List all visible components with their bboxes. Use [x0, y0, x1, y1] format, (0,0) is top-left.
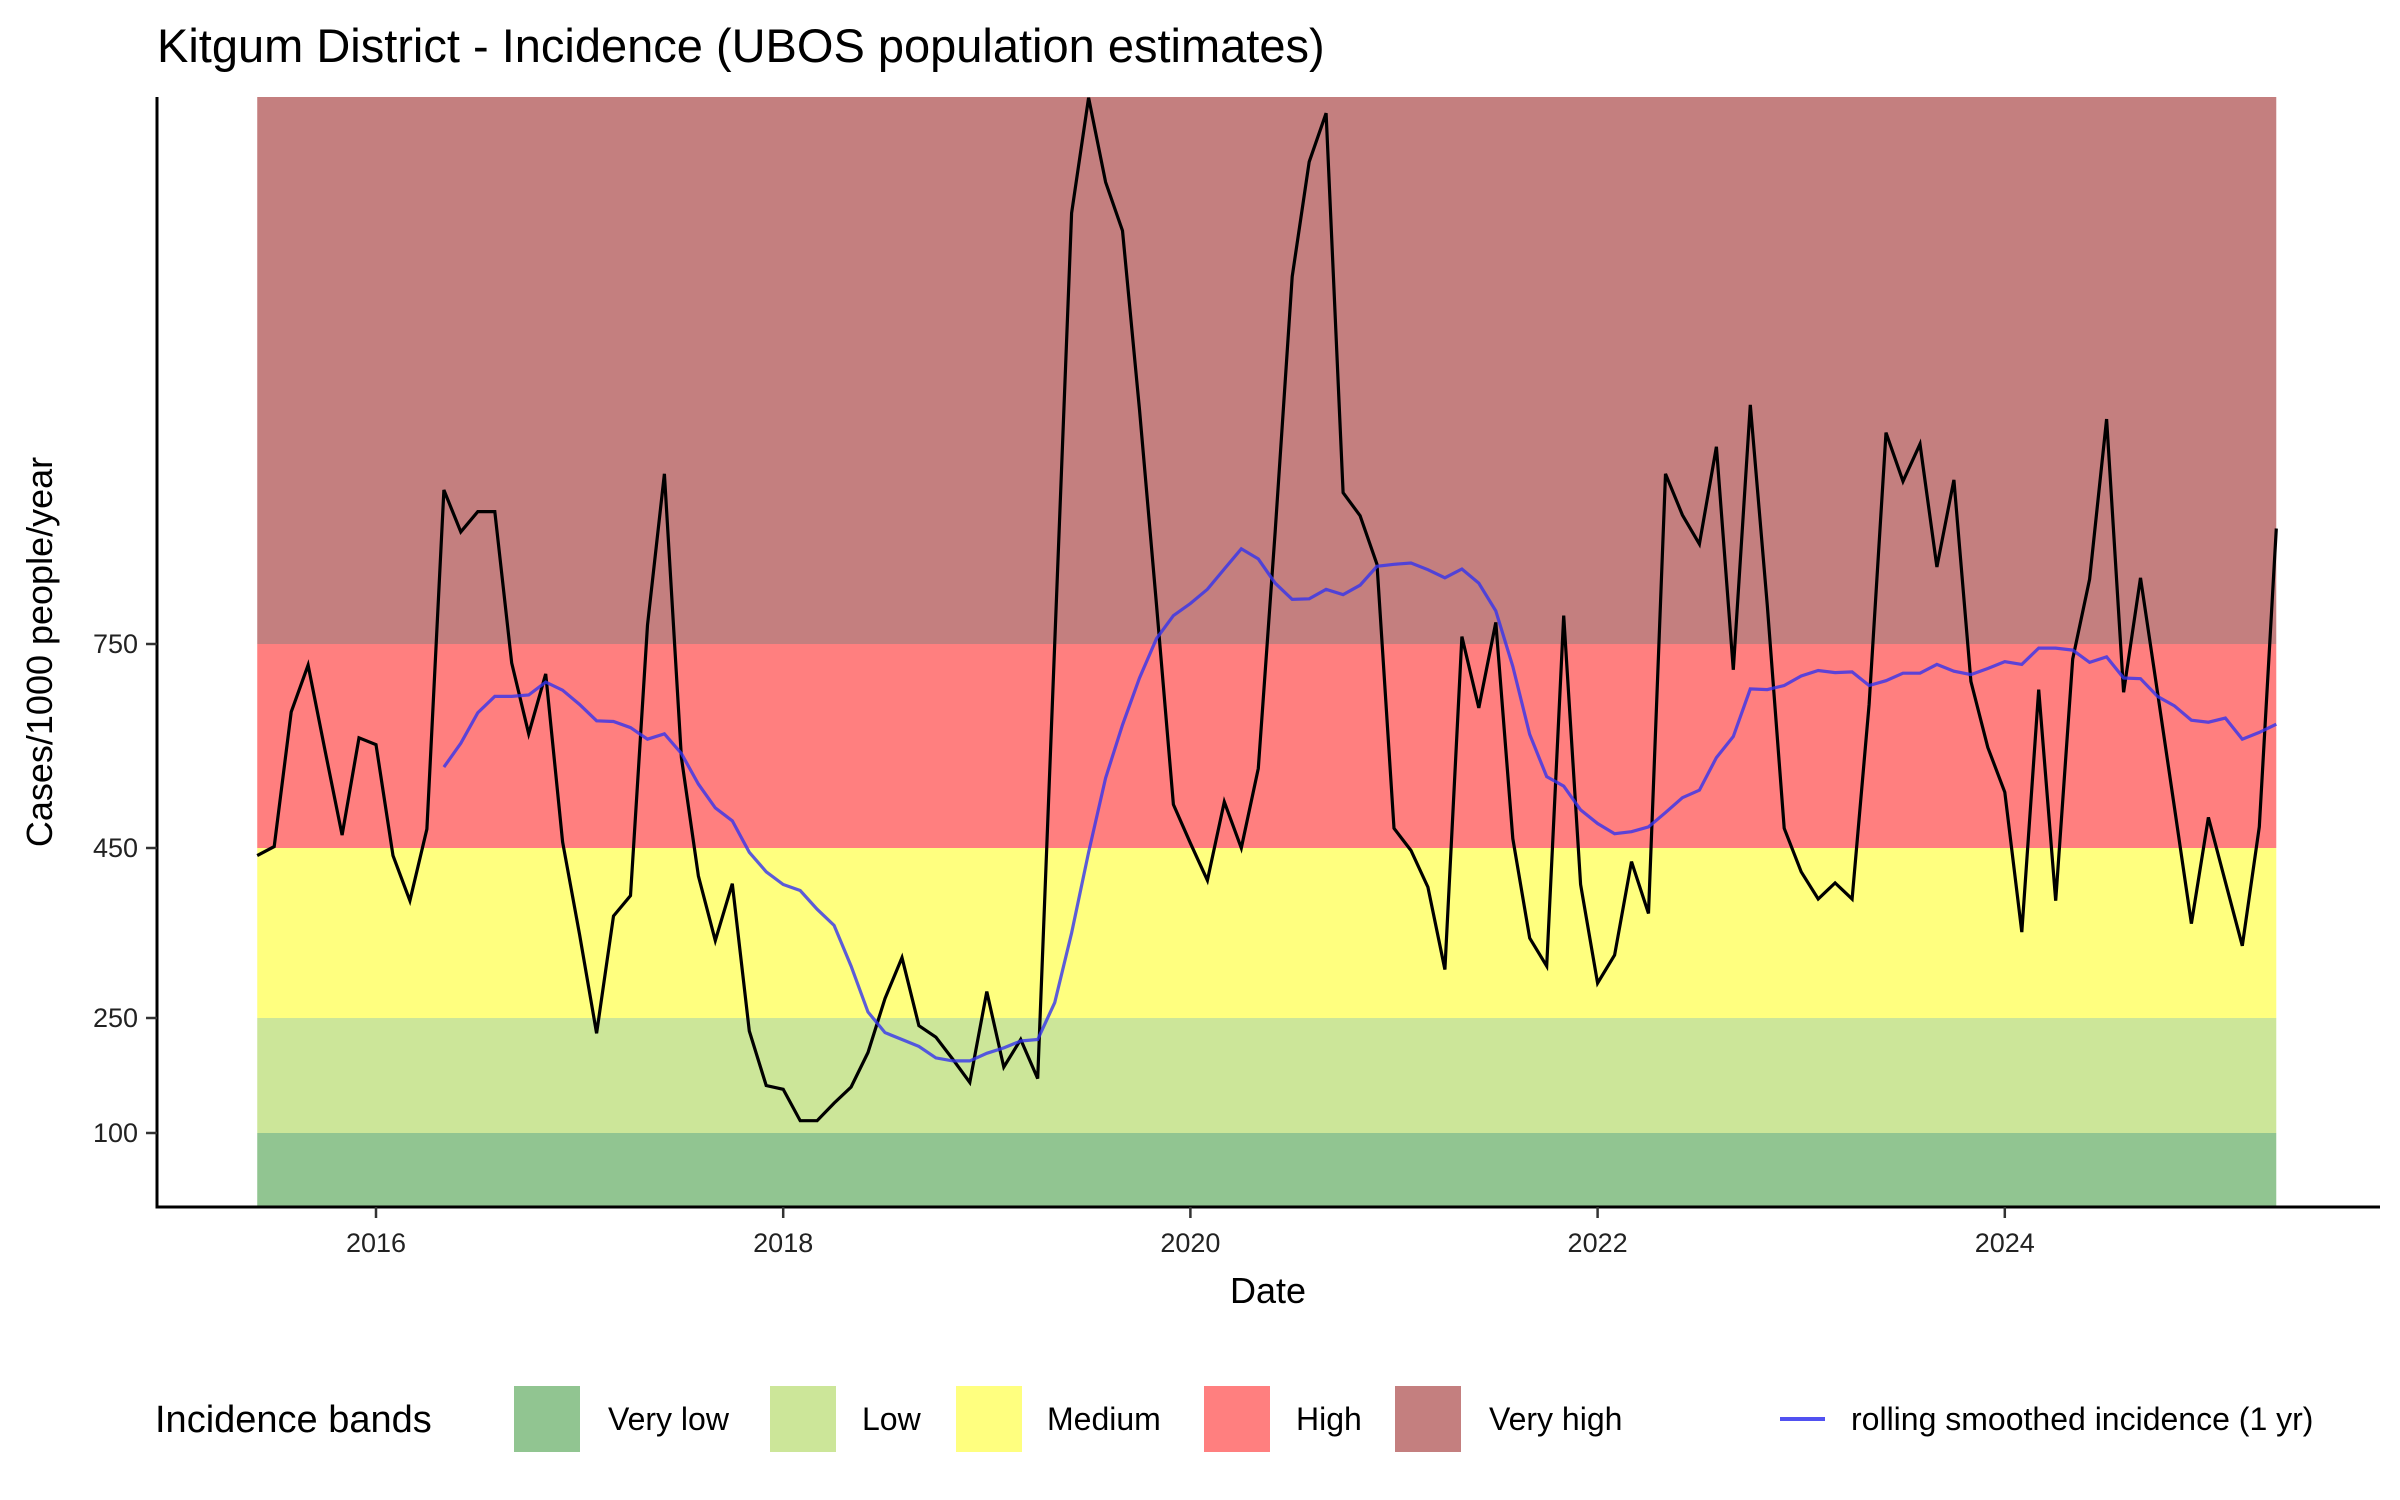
legend-label-very-low: Very low: [608, 1401, 730, 1437]
x-axis-ticks: 2016 2018 2020 2022 2024: [346, 1207, 2035, 1258]
x-tick-label: 2022: [1568, 1228, 1628, 1258]
y-axis-ticks: 100 250 450 750: [93, 629, 157, 1148]
band-low: [257, 1018, 2277, 1133]
legend-label-medium: Medium: [1047, 1401, 1161, 1437]
legend-swatch-high: [1204, 1386, 1270, 1452]
y-axis-title: Cases/1000 people/year: [19, 457, 60, 847]
x-tick-label: 2020: [1160, 1228, 1220, 1258]
y-tick-label: 100: [93, 1118, 138, 1148]
legend-swatch-low: [770, 1386, 836, 1452]
incidence-line: [256, 97, 2278, 1123]
legend-label-high: High: [1296, 1401, 1362, 1437]
x-tick-label: 2016: [346, 1228, 406, 1258]
band-medium: [257, 848, 2277, 1018]
legend: Incidence bands Very low Low Medium High Ver…: [155, 1386, 2313, 1452]
legend-label-very-high: Very high: [1489, 1401, 1622, 1437]
y-tick-label: 750: [93, 629, 138, 659]
y-tick-label: 250: [93, 1003, 138, 1033]
legend-label-rolling: rolling smoothed incidence (1 yr): [1851, 1401, 2313, 1437]
band-very-low: [257, 1133, 2277, 1207]
legend-swatch-very-low: [514, 1386, 580, 1452]
x-tick-label: 2018: [753, 1228, 813, 1258]
band-very-high: [257, 97, 2277, 644]
y-tick-label: 450: [93, 833, 138, 863]
legend-label-low: Low: [862, 1401, 922, 1437]
x-axis-title: Date: [1230, 1270, 1306, 1311]
chart-title: Kitgum District - Incidence (UBOS popula…: [157, 19, 1325, 72]
series-layer: [256, 97, 2278, 1123]
legend-swatch-very-high: [1395, 1386, 1461, 1452]
legend-swatch-medium: [956, 1386, 1022, 1452]
legend-title: Incidence bands: [155, 1399, 432, 1441]
band-high: [257, 644, 2277, 848]
x-tick-label: 2024: [1975, 1228, 2035, 1258]
